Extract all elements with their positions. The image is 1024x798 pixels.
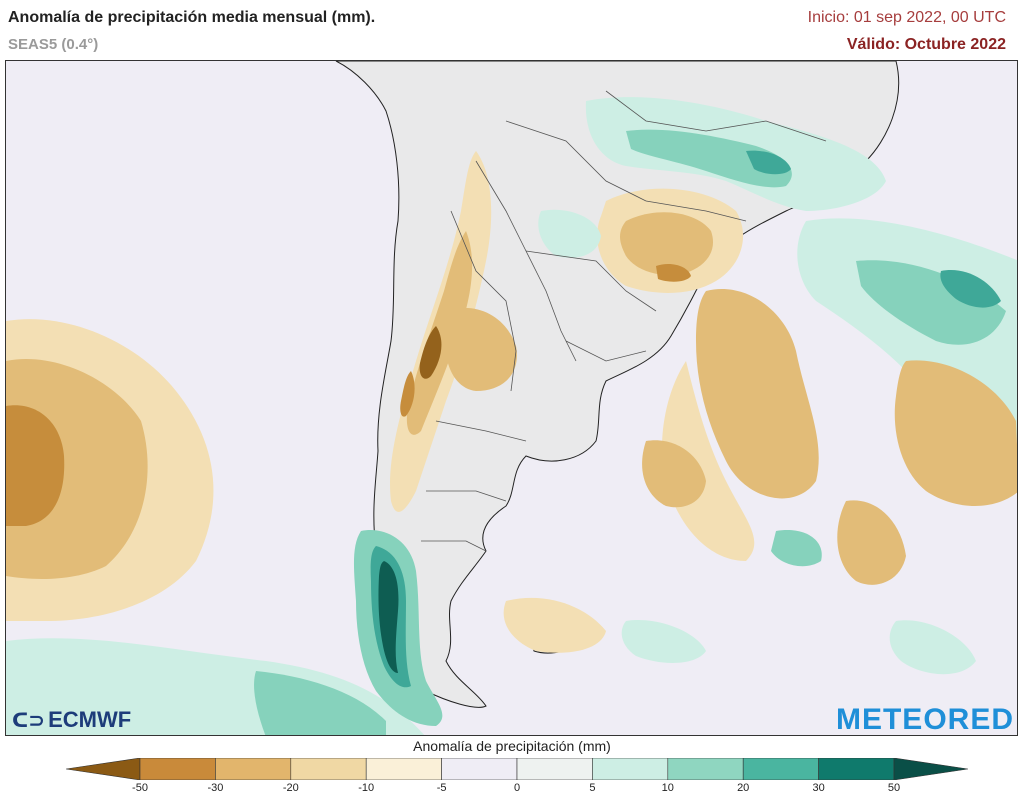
colorbar-segment — [592, 758, 669, 780]
anomaly-wet-atlantic-small-1 — [771, 530, 822, 567]
anomaly-wet-brazil-mid — [626, 129, 792, 188]
anomaly-dry-andes-strong-2 — [400, 371, 415, 417]
colorbar-segment — [742, 758, 819, 780]
colorbar-tick-label: 30 — [812, 782, 825, 794]
colorbar — [66, 758, 968, 780]
colorbar-tick-label: -50 — [132, 782, 148, 794]
colorbar-segment — [215, 758, 292, 780]
anomaly-wet-atlantic-strong — [940, 270, 1001, 308]
colorbar-segment — [516, 758, 593, 780]
anomaly-dry-south-brazil-strong — [656, 264, 691, 282]
colorbar-segment — [365, 758, 442, 780]
colorbar-tick-label: 5 — [589, 782, 596, 794]
anomaly-dry-atlantic-3 — [642, 440, 706, 508]
map-title: Anomalía de precipitación media mensual … — [8, 9, 376, 26]
ecmwf-logo: ᑕ⊃ ECMWF — [12, 707, 131, 733]
anomaly-dry-atlantic-4 — [837, 500, 906, 585]
country-borders — [421, 90, 827, 552]
colorbar-tick-label: 20 — [737, 782, 750, 794]
model-subtitle: SEAS5 (0.4°) — [8, 36, 99, 53]
colorbar-tick-label: -20 — [282, 782, 299, 794]
anomaly-dry-atlantic-5 — [503, 597, 606, 653]
anomaly-dry-south-brazil-mid — [620, 212, 714, 276]
colorbar-extension-high — [893, 758, 968, 780]
meteored-logo: METEORED — [835, 703, 1014, 736]
anomaly-wet-atlantic-small-3 — [889, 620, 976, 675]
colorbar-title: Anomalía de precipitación (mm) — [413, 738, 611, 754]
anomaly-wet-atlantic-mid — [856, 260, 1006, 345]
anomaly-wet-patagonia-extreme — [378, 561, 399, 673]
anomaly-wet-brazil-strong — [746, 150, 791, 175]
anomaly-dry-atlantic-2 — [894, 360, 1017, 506]
ecmwf-logo-text: ECMWF — [48, 707, 132, 732]
colorbar-tick-label: 50 — [887, 782, 901, 794]
map-canvas — [6, 61, 1017, 735]
init-date: Inicio: 01 sep 2022, 00 UTC — [807, 9, 1006, 26]
colorbar-tick-label: -10 — [358, 782, 375, 794]
colorbar-segments — [66, 758, 968, 780]
colorbar-segment — [441, 758, 518, 780]
anomaly-wet-pacific-south-mid — [254, 671, 386, 735]
colorbar-tick-label: -30 — [207, 782, 224, 794]
anomaly-dry-andes-strong — [419, 326, 442, 379]
colorbar-tick-label: -5 — [436, 782, 447, 794]
anomaly-dry-atlantic-1 — [696, 289, 819, 499]
colorbar-segment — [818, 758, 895, 780]
ecmwf-emblem-icon: ᑕ⊃ — [12, 709, 46, 732]
anomaly-wet-atlantic-small-2 — [621, 620, 706, 663]
colorbar-tick-label: 0 — [513, 782, 521, 794]
colorbar-segment — [290, 758, 367, 780]
valid-period: Válido: Octubre 2022 — [846, 36, 1006, 53]
colorbar-tick-label: 10 — [661, 782, 674, 794]
anomaly-dry-pacific-strong — [6, 405, 65, 526]
anomaly-dry-atlantic-1-light — [662, 361, 755, 561]
anomaly-wet-paraguay — [538, 209, 601, 258]
colorbar-segment — [667, 758, 744, 780]
precipitation-anomaly-map — [5, 60, 1018, 736]
colorbar-extension-low — [66, 758, 141, 780]
anomaly-dry-central-arg — [445, 307, 517, 391]
colorbar-segment — [139, 758, 216, 780]
